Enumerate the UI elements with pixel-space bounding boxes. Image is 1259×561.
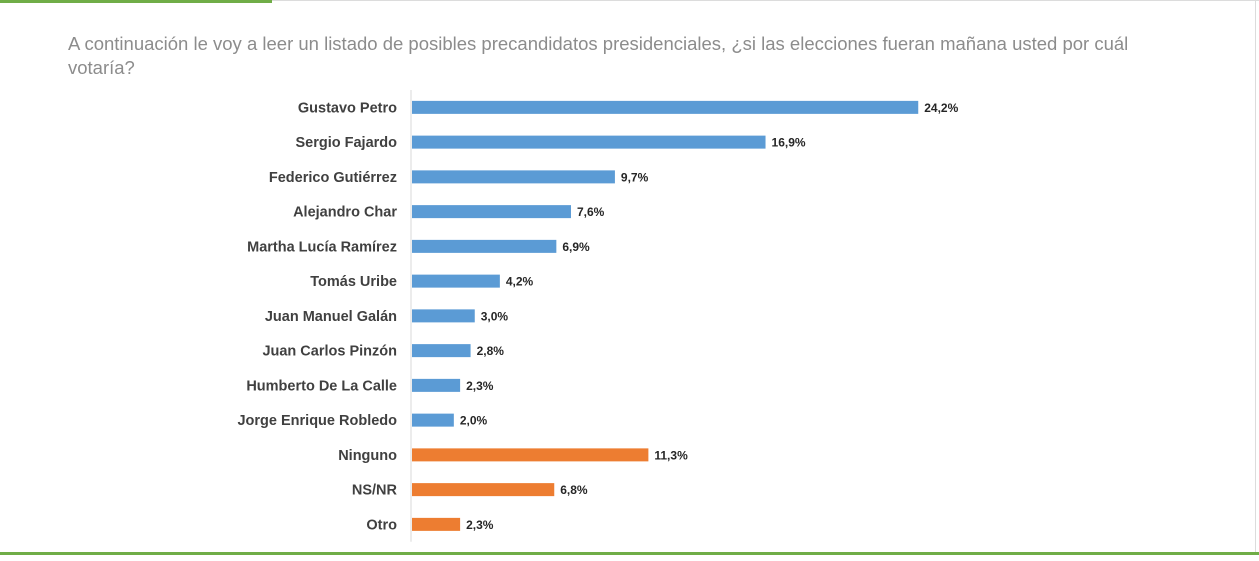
right-border-line <box>1255 0 1256 552</box>
bar <box>412 517 461 531</box>
bar <box>412 239 557 253</box>
bar <box>412 413 454 427</box>
survey-question: A continuación le voy a leer un listado … <box>68 33 1129 78</box>
bar <box>412 483 555 497</box>
bar <box>412 378 461 392</box>
bar <box>412 309 475 323</box>
category-label: Gustavo Petro <box>298 100 397 116</box>
value-label: 2,3% <box>466 379 494 393</box>
value-label: 24,2% <box>924 101 958 115</box>
value-label: 6,8% <box>560 483 588 497</box>
category-label: Tomás Uribe <box>310 274 397 290</box>
bar <box>412 274 500 288</box>
bar <box>412 205 571 219</box>
bar <box>412 344 471 358</box>
bottom-accent-line <box>0 552 1259 555</box>
category-label: Jorge Enrique Robledo <box>237 413 397 429</box>
bar <box>412 170 615 184</box>
category-label: Martha Lucía Ramírez <box>247 239 397 255</box>
value-label: 7,6% <box>577 205 605 219</box>
category-label: Juan Manuel Galán <box>265 309 397 325</box>
top-border-line <box>272 0 1259 1</box>
value-label: 2,0% <box>460 414 488 428</box>
category-label: Sergio Fajardo <box>295 135 397 151</box>
bar <box>412 100 919 114</box>
top-accent-line <box>0 0 272 3</box>
value-label: 2,8% <box>477 344 505 358</box>
category-label: Juan Carlos Pinzón <box>262 344 397 360</box>
category-label: Federico Gutiérrez <box>269 170 397 186</box>
value-label: 16,9% <box>772 136 806 150</box>
value-label: 4,2% <box>506 275 534 289</box>
value-label: 6,9% <box>562 240 590 254</box>
bar <box>412 448 649 462</box>
value-label: 3,0% <box>481 309 509 323</box>
value-label: 2,3% <box>466 518 494 532</box>
value-label: 11,3% <box>654 448 688 462</box>
category-label: NS/NR <box>352 483 398 499</box>
category-label: Humberto De La Calle <box>246 378 397 394</box>
category-label: Alejandro Char <box>293 205 397 221</box>
value-label: 9,7% <box>621 170 649 184</box>
category-label: Ninguno <box>338 448 397 464</box>
bar <box>412 135 766 149</box>
category-label: Otro <box>366 517 397 533</box>
